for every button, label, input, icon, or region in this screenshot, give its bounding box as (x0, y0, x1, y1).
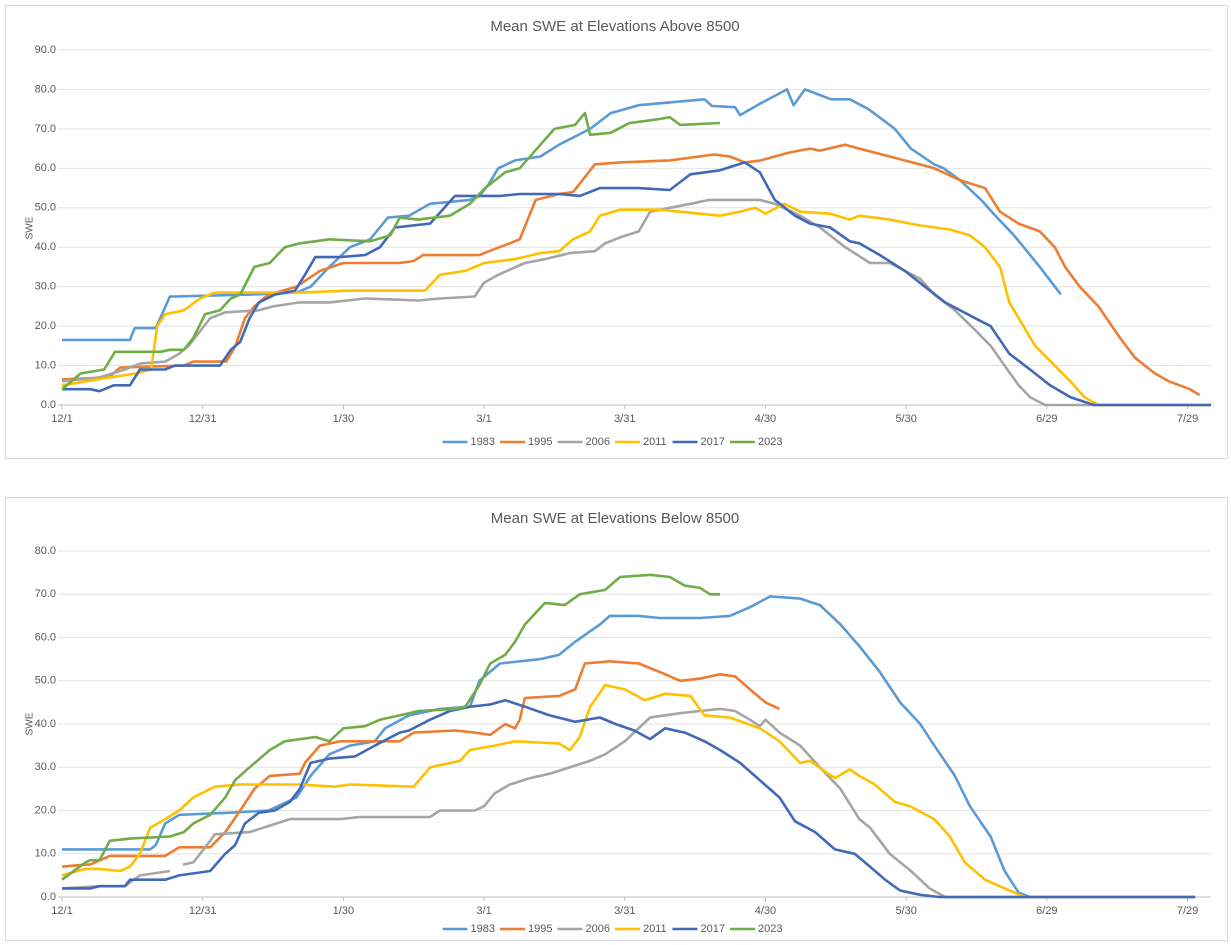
series-line (62, 698, 1196, 899)
x-tick-label: 6/29 (1036, 413, 1057, 425)
y-axis-label: SWE (25, 216, 36, 239)
chart: Mean SWE at Elevations Above 8500 0.0 10.0… (5, 5, 1228, 459)
y-tick-label: 10.0 (35, 359, 56, 371)
chart-frame (5, 5, 1228, 459)
y-tick-label: 50.0 (35, 202, 56, 214)
y-tick-label: 30.0 (35, 281, 56, 293)
x-tick-label: 1/30 (333, 905, 354, 917)
y-tick-label: 70.0 (35, 123, 56, 135)
x-tick-label: 1/30 (333, 413, 354, 425)
series-line (61, 202, 1211, 407)
chart: Mean SWE at Elevations Below 8500 0.0 10.0… (5, 497, 1228, 941)
x-tick-label: 3/1 (476, 413, 491, 425)
series-line (61, 111, 721, 391)
x-tick-label: 4/30 (755, 905, 776, 917)
x-tick-label: 12/31 (189, 413, 217, 425)
x-tick-label: 5/30 (895, 413, 916, 425)
y-tick-label: 90.0 (35, 44, 56, 56)
y-tick-label: 40.0 (35, 718, 56, 730)
legend-label: 2023 (758, 436, 782, 448)
y-tick-label: 30.0 (35, 761, 56, 773)
series-line (62, 88, 1062, 342)
legend-label: 2011 (643, 923, 667, 935)
x-tick-label: 3/31 (614, 905, 635, 917)
x-tick-label: 7/29 (1177, 905, 1198, 917)
y-tick-label: 10.0 (35, 848, 56, 860)
y-tick-label: 20.0 (35, 804, 56, 816)
series-line (62, 595, 1196, 899)
series-line (61, 683, 1196, 899)
x-tick-label: 3/1 (476, 905, 491, 917)
legend-label: 1983 (471, 436, 495, 448)
legend-label: 2017 (701, 436, 725, 448)
chart-title: Mean SWE at Elevations Below 8500 (491, 510, 739, 527)
y-axis-label: SWE (25, 712, 36, 735)
x-tick-label: 12/1 (51, 905, 72, 917)
y-tick-label: 20.0 (35, 320, 56, 332)
x-tick-label: 6/29 (1036, 905, 1057, 917)
series-line (61, 573, 720, 881)
x-tick-label: 12/1 (51, 413, 72, 425)
x-tick-label: 12/31 (189, 905, 217, 917)
y-tick-label: 50.0 (35, 675, 56, 687)
y-tick-label: 80.0 (35, 545, 56, 557)
y-tick-label: 0.0 (41, 891, 56, 903)
y-tick-label: 80.0 (35, 83, 56, 95)
y-tick-label: 70.0 (35, 588, 56, 600)
y-tick-label: 40.0 (35, 241, 56, 253)
series-line (62, 161, 1211, 407)
x-tick-label: 4/30 (755, 413, 776, 425)
legend-label: 2023 (758, 923, 782, 935)
legend-label: 2006 (586, 923, 610, 935)
legend-label: 1995 (528, 923, 552, 935)
chart-title: Mean SWE at Elevations Above 8500 (490, 18, 739, 35)
y-tick-label: 60.0 (35, 631, 56, 643)
x-tick-label: 7/29 (1177, 413, 1198, 425)
chart-frame (5, 497, 1228, 941)
x-tick-label: 3/31 (614, 413, 635, 425)
x-tick-label: 5/30 (895, 905, 916, 917)
series-line (61, 660, 781, 868)
legend-label: 1995 (528, 436, 552, 448)
y-tick-label: 60.0 (35, 162, 56, 174)
legend-label: 2011 (643, 436, 667, 448)
y-tick-label: 0.0 (41, 399, 56, 411)
legend-label: 2017 (701, 923, 725, 935)
legend-label: 1983 (471, 923, 495, 935)
legend-label: 2006 (586, 436, 610, 448)
